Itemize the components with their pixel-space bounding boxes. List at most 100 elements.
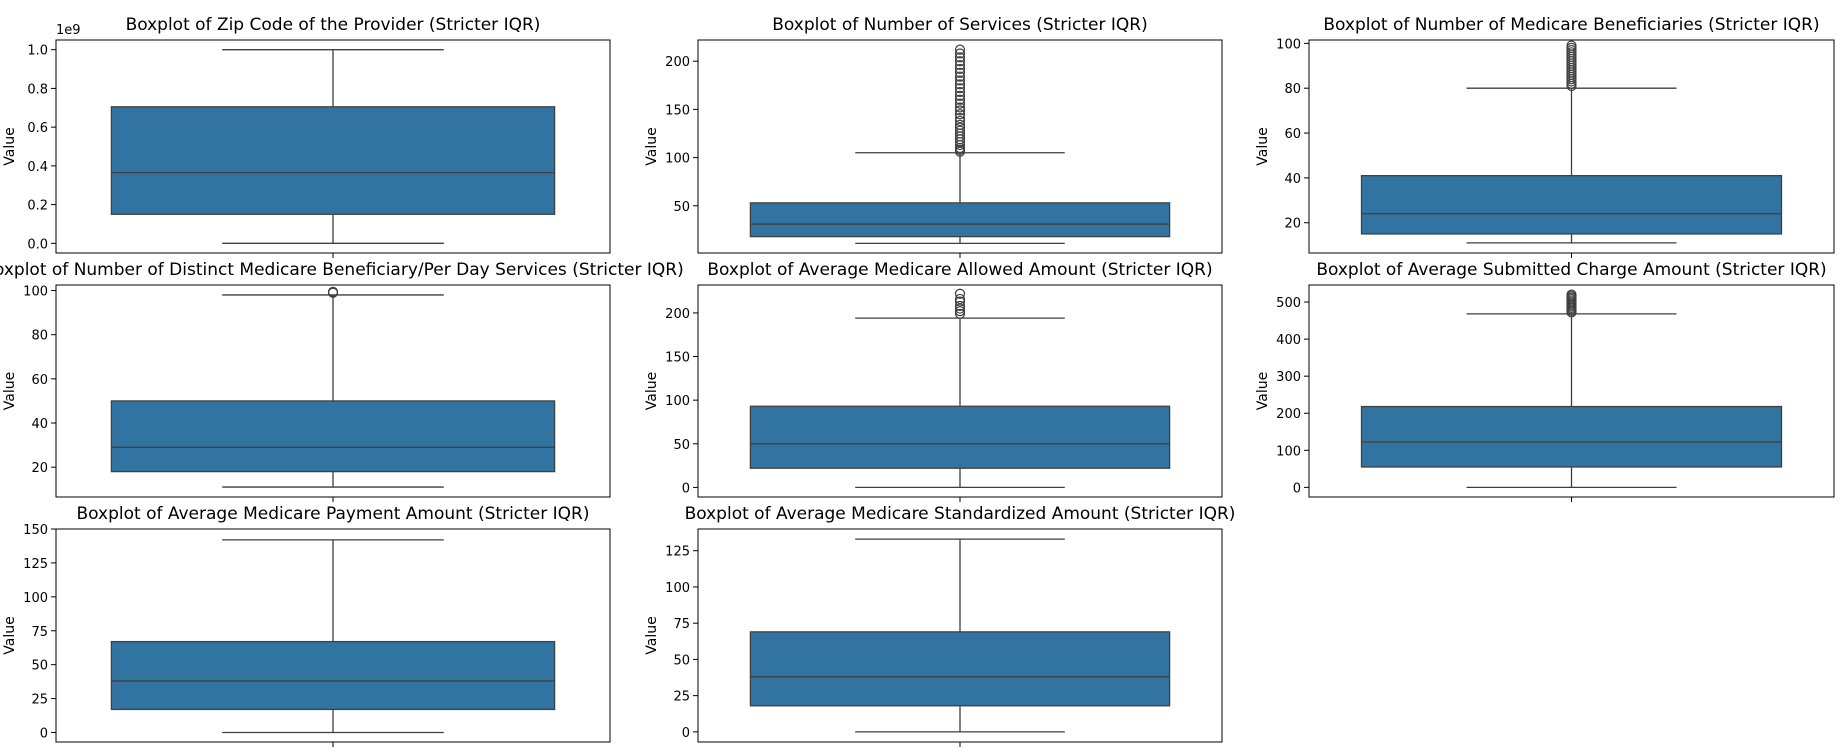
y-tick-label: 20 <box>31 461 48 476</box>
y-tick-label: 200 <box>665 55 690 70</box>
y-tick-label: 150 <box>665 103 690 118</box>
outlier-point <box>954 52 966 63</box>
y-tick-label: 0 <box>682 726 690 741</box>
axis-scale-note: 1e9 <box>56 23 81 38</box>
subplot-5: Boxplot of Average Medicare Allowed Amou… <box>644 260 1223 502</box>
y-tick-label: 50 <box>673 438 690 453</box>
outlier-point <box>327 286 339 297</box>
y-tick-label: 100 <box>665 394 690 409</box>
y-tick-label: 400 <box>1276 333 1301 348</box>
outlier-point <box>954 94 966 105</box>
subplot-7: Boxplot of Average Medicare Payment Amou… <box>2 504 611 747</box>
chart-title: Boxplot of Number of Distinct Medicare B… <box>0 260 684 280</box>
y-tick-label: 0 <box>682 481 690 496</box>
y-tick-label: 80 <box>31 329 48 344</box>
y-tick-label: 150 <box>665 351 690 366</box>
y-axis-label: Value <box>2 127 18 165</box>
subplot-1: Boxplot of Zip Code of the Provider (Str… <box>2 15 611 258</box>
outlier-point <box>954 119 966 130</box>
outlier-point <box>954 83 966 94</box>
iqr-box <box>1360 405 1783 468</box>
y-tick-label: 60 <box>31 373 48 388</box>
y-tick-label: 20 <box>1284 217 1301 232</box>
y-axis-label: Value <box>644 372 660 410</box>
iqr-box <box>749 631 1171 707</box>
y-tick-label: 40 <box>31 417 48 432</box>
y-tick-label: 150 <box>23 523 48 538</box>
chart-title: Boxplot of Average Medicare Standardized… <box>685 504 1236 524</box>
chart-title: Boxplot of Number of Services (Stricter … <box>772 15 1147 35</box>
chart-title: Boxplot of Zip Code of the Provider (Str… <box>126 15 541 35</box>
y-tick-label: 100 <box>665 152 690 167</box>
axes-frame <box>1308 39 1835 254</box>
y-tick-label: 50 <box>31 659 48 674</box>
y-tick-label: 200 <box>665 307 690 322</box>
y-tick-label: 75 <box>31 625 48 640</box>
y-tick-label: 25 <box>673 690 690 705</box>
outlier-point <box>954 90 966 102</box>
chart-title: Boxplot of Average Medicare Payment Amou… <box>76 504 589 524</box>
axes-frame <box>55 284 611 498</box>
y-tick-label: 0 <box>1293 481 1301 496</box>
axes-frame <box>697 284 1223 498</box>
y-tick-label: 0.8 <box>27 82 48 97</box>
outlier-point <box>954 59 966 71</box>
axes-frame <box>697 39 1223 254</box>
outlier-point <box>954 109 966 120</box>
y-tick-label: 25 <box>31 693 48 708</box>
chart-title: Boxplot of Average Medicare Allowed Amou… <box>707 260 1212 280</box>
y-axis-label: Value <box>2 372 18 410</box>
y-axis-label: Value <box>644 127 660 165</box>
outlier-point <box>954 48 966 59</box>
outlier-point <box>954 86 966 98</box>
outlier-point <box>1566 289 1577 300</box>
y-tick-label: 50 <box>673 200 690 215</box>
y-tick-label: 125 <box>665 545 690 560</box>
outlier-point <box>954 125 966 136</box>
y-tick-label: 200 <box>1276 407 1301 422</box>
y-tick-label: 300 <box>1276 370 1301 385</box>
subplot-3: Boxplot of Number of Medicare Beneficiar… <box>1255 15 1835 258</box>
y-tick-label: 0.0 <box>27 237 48 252</box>
outlier-point <box>954 71 966 82</box>
y-tick-label: 100 <box>1276 37 1301 52</box>
outlier-point <box>1566 40 1577 51</box>
outlier-point <box>954 44 966 55</box>
subplot-8: Boxplot of Average Medicare Standardized… <box>644 504 1235 747</box>
chart-title: Boxplot of Number of Medicare Beneficiar… <box>1323 15 1819 35</box>
axes-frame <box>55 39 611 254</box>
y-axis-label: Value <box>644 616 660 654</box>
outlier-point <box>954 293 966 305</box>
y-tick-label: 100 <box>1276 444 1301 459</box>
outlier-point <box>954 308 966 319</box>
y-tick-label: 125 <box>23 557 48 572</box>
outlier-point <box>954 56 966 67</box>
y-tick-label: 500 <box>1276 296 1301 311</box>
iqr-box <box>110 400 556 473</box>
y-axis-label: Value <box>1255 127 1271 165</box>
outlier-point <box>954 296 966 307</box>
axes-frame <box>55 528 611 743</box>
y-tick-label: 0.4 <box>27 160 48 175</box>
y-tick-label: 0.6 <box>27 121 48 136</box>
outlier-point <box>954 112 966 124</box>
chart-title: Boxplot of Average Submitted Charge Amou… <box>1316 260 1826 280</box>
y-tick-label: 40 <box>1284 172 1301 187</box>
iqr-box <box>749 202 1171 238</box>
outlier-point <box>954 115 966 127</box>
y-tick-label: 0.2 <box>27 199 48 214</box>
y-axis-label: Value <box>2 616 18 654</box>
y-tick-label: 75 <box>673 617 690 632</box>
outlier-point <box>954 63 966 75</box>
iqr-box <box>1360 174 1783 235</box>
outlier-point <box>954 288 966 299</box>
y-tick-label: 0 <box>40 727 48 742</box>
subplot-2: Boxplot of Number of Services (Stricter … <box>644 15 1223 258</box>
y-tick-label: 50 <box>673 653 690 668</box>
outlier-point <box>954 98 966 109</box>
y-tick-label: 100 <box>23 285 48 300</box>
y-tick-label: 60 <box>1284 127 1301 142</box>
iqr-box <box>110 640 556 711</box>
y-tick-label: 100 <box>665 581 690 596</box>
